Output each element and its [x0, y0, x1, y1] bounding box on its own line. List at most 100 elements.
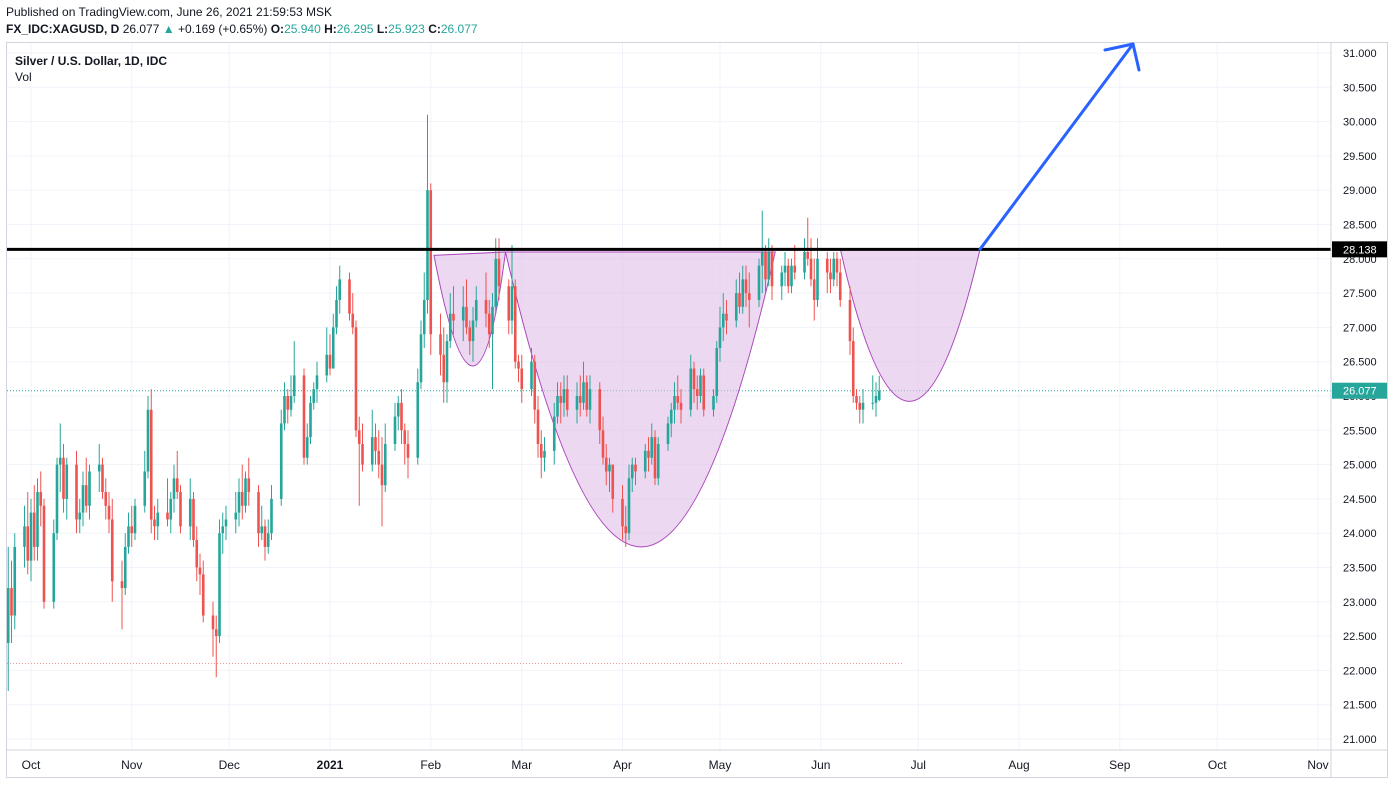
candle-body [468, 327, 472, 342]
candle [101, 457, 104, 499]
candle [725, 299, 728, 335]
candle [838, 258, 842, 307]
candle [221, 512, 225, 554]
candle-body [29, 512, 33, 561]
candle [62, 444, 65, 513]
candle-body [361, 444, 364, 465]
candle [578, 375, 582, 417]
y-tick-label: 25.000 [1343, 460, 1377, 472]
candle-body [601, 430, 605, 458]
candle-body [809, 258, 813, 280]
candle [653, 430, 657, 486]
candle-body [835, 258, 839, 273]
candle-body [578, 396, 582, 403]
x-tick-label: Sep [1109, 758, 1131, 772]
candle-body [608, 464, 611, 472]
candle [741, 265, 745, 314]
candle [156, 498, 160, 541]
candle [211, 601, 215, 657]
candle [263, 519, 267, 561]
candle [279, 409, 283, 506]
change-arrow: ▲ [162, 22, 175, 36]
candle [169, 492, 173, 534]
candle-body [669, 409, 673, 424]
candle-body [692, 368, 696, 390]
x-tick-label: Oct [1208, 758, 1227, 772]
price-axis[interactable]: 21.000 21.500 22.000 22.500 23.000 23.500 24.0… [1330, 43, 1377, 777]
candle [760, 210, 764, 294]
last-price: 26.077 [122, 22, 160, 36]
candle-body [10, 588, 13, 616]
candle-body [426, 190, 429, 300]
candle [104, 478, 108, 520]
candle [448, 293, 452, 348]
candle-body [738, 293, 741, 307]
candle-body [565, 389, 569, 410]
candle [192, 492, 195, 547]
candle-body [760, 251, 764, 266]
candle [604, 444, 608, 486]
candle-body [536, 409, 540, 445]
candle [143, 450, 147, 513]
candle [689, 354, 693, 417]
candle-body [497, 258, 501, 287]
candle [374, 423, 377, 465]
candle-body [156, 512, 160, 527]
candle-body [175, 478, 179, 493]
candle [328, 334, 332, 376]
candle-body [270, 498, 273, 534]
candle [127, 512, 130, 554]
candle [403, 423, 407, 465]
candle-body [747, 293, 751, 300]
candle [520, 354, 524, 403]
x-tick-label: Jun [811, 758, 830, 772]
candle [78, 498, 82, 534]
candle [484, 272, 488, 328]
candle [188, 478, 192, 541]
candle-body [474, 299, 478, 321]
candle [348, 272, 351, 321]
x-tick-label: Nov [121, 758, 142, 772]
candle-body [286, 396, 290, 410]
candle [630, 457, 634, 493]
candle [36, 478, 39, 561]
candle [65, 457, 69, 520]
candle [149, 389, 153, 534]
breakout-arrow[interactable] [978, 42, 1141, 251]
candle [556, 382, 559, 424]
candle [52, 519, 56, 609]
candle [292, 341, 296, 403]
candle [224, 505, 228, 541]
candles [6, 114, 881, 691]
candle-body [263, 526, 267, 547]
candle-body [650, 437, 654, 458]
candle-body [556, 396, 559, 417]
candle [270, 485, 273, 541]
x-tick-label: Oct [22, 758, 41, 772]
candle-body [793, 265, 797, 273]
candle-body [699, 375, 702, 396]
handle-left-shape [433, 251, 507, 367]
candle-body [780, 272, 784, 287]
candle-body [396, 402, 400, 417]
candle [835, 251, 839, 287]
candle [829, 258, 832, 294]
y-tick-label: 31.000 [1343, 48, 1377, 60]
x-tick-label: May [709, 758, 732, 772]
candle-body [517, 361, 520, 369]
time-axis[interactable]: Oct Nov Dec 2021 Feb Mar Apr May Jun Jul Aug Sep Oct… [7, 749, 1387, 772]
candle-body [97, 464, 101, 472]
candle-body [520, 368, 524, 390]
candle-body [513, 286, 517, 362]
candle [517, 354, 520, 383]
candle [510, 245, 514, 335]
candle [812, 258, 816, 321]
candle [848, 286, 852, 355]
candle [543, 437, 546, 472]
candle-body [55, 464, 59, 534]
candle-body [429, 190, 433, 335]
symbol-label: FX_IDC:XAGUSD, D [6, 22, 120, 36]
candle-body [283, 396, 286, 424]
candle-body [400, 402, 403, 431]
